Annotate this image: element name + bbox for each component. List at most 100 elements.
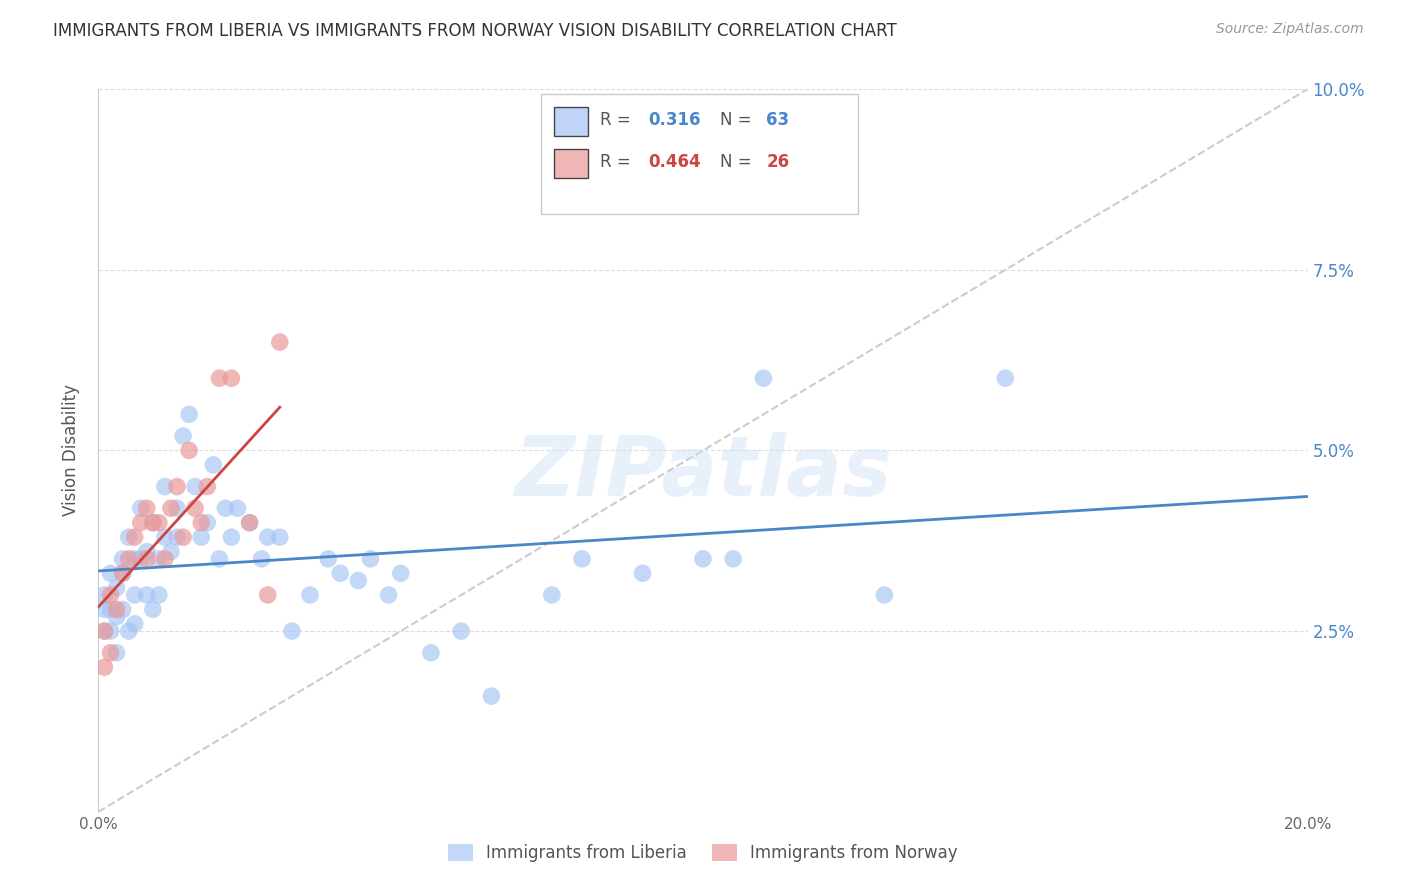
Text: 63: 63 (766, 112, 789, 129)
Point (256, 530, 278, 544)
Point (105, 646, 128, 660)
Point (142, 516, 165, 530)
Y-axis label: Vision Disability: Vision Disability (62, 384, 80, 516)
Text: ZIPatlas: ZIPatlas (515, 432, 891, 513)
Point (160, 544, 183, 558)
Point (420, 646, 443, 660)
Text: R =: R = (600, 112, 637, 129)
Point (195, 516, 218, 530)
Point (208, 551, 231, 566)
Point (129, 516, 152, 530)
Point (179, 443, 201, 458)
Point (481, 689, 503, 703)
Point (172, 530, 194, 544)
Point (692, 551, 714, 566)
Point (105, 602, 128, 616)
Point (105, 609, 128, 624)
Point (256, 588, 278, 602)
Point (135, 588, 157, 602)
Point (100, 602, 122, 616)
Point (347, 574, 370, 588)
Point (148, 516, 170, 530)
Point (124, 551, 146, 566)
Point (723, 551, 745, 566)
Point (153, 530, 176, 544)
Point (93, 624, 115, 639)
Text: IMMIGRANTS FROM LIBERIA VS IMMIGRANTS FROM NORWAY VISION DISABILITY CORRELATION : IMMIGRANTS FROM LIBERIA VS IMMIGRANTS FR… (53, 22, 897, 40)
Point (148, 588, 170, 602)
Point (172, 429, 194, 443)
Point (148, 551, 170, 566)
Point (281, 624, 304, 639)
Point (269, 334, 291, 349)
Point (377, 588, 399, 602)
Point (190, 530, 212, 544)
Point (214, 501, 236, 516)
Point (124, 588, 146, 602)
Point (752, 371, 775, 385)
Point (129, 551, 152, 566)
Point (179, 407, 201, 422)
Point (124, 530, 146, 544)
Point (124, 616, 146, 631)
Point (105, 581, 128, 595)
Point (221, 530, 243, 544)
Point (631, 566, 654, 581)
Point (166, 501, 188, 516)
Text: 26: 26 (766, 153, 789, 171)
Point (226, 501, 249, 516)
Point (129, 501, 152, 516)
Point (208, 371, 231, 385)
Point (142, 602, 165, 616)
Point (93, 588, 115, 602)
Point (142, 516, 165, 530)
Point (195, 480, 218, 494)
Point (299, 588, 322, 602)
Point (316, 551, 339, 566)
Point (221, 371, 243, 385)
Point (540, 588, 562, 602)
Point (184, 480, 207, 494)
Point (93, 602, 115, 616)
Point (184, 501, 207, 516)
Point (389, 566, 412, 581)
Point (118, 530, 141, 544)
Text: N =: N = (720, 112, 756, 129)
Legend: Immigrants from Liberia, Immigrants from Norway: Immigrants from Liberia, Immigrants from… (441, 837, 965, 869)
Point (153, 551, 176, 566)
Point (360, 551, 382, 566)
Point (329, 566, 352, 581)
Point (994, 371, 1017, 385)
Text: 0.316: 0.316 (648, 112, 700, 129)
Text: N =: N = (720, 153, 756, 171)
Point (100, 588, 122, 602)
Point (239, 516, 262, 530)
Point (160, 501, 183, 516)
Point (190, 516, 212, 530)
Point (135, 544, 157, 558)
Point (450, 624, 472, 639)
Point (118, 551, 141, 566)
Point (100, 646, 122, 660)
Point (111, 551, 134, 566)
Point (111, 566, 134, 581)
Point (269, 530, 291, 544)
Point (166, 530, 188, 544)
Text: 0.464: 0.464 (648, 153, 700, 171)
Point (153, 480, 176, 494)
Point (100, 566, 122, 581)
Point (100, 624, 122, 639)
Point (111, 602, 134, 616)
Point (111, 566, 134, 581)
Point (571, 551, 593, 566)
Text: Source: ZipAtlas.com: Source: ZipAtlas.com (1216, 22, 1364, 37)
Point (873, 588, 896, 602)
Text: R =: R = (600, 153, 637, 171)
Point (118, 624, 141, 639)
Point (250, 551, 273, 566)
Point (239, 516, 262, 530)
Point (93, 660, 115, 674)
Point (135, 551, 157, 566)
Point (93, 624, 115, 639)
Point (166, 480, 188, 494)
